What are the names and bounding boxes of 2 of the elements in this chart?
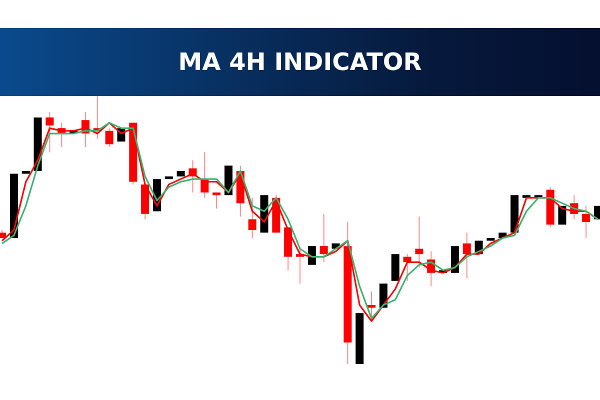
candlestick bbox=[308, 246, 316, 266]
chart-title: MA 4H INDICATOR bbox=[178, 48, 422, 76]
